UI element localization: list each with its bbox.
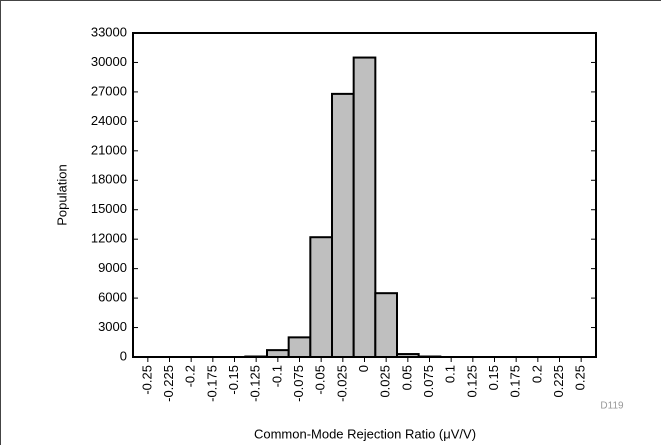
bar bbox=[266, 349, 290, 358]
x-tick-label: -0.05 bbox=[313, 365, 328, 395]
x-tick-label: 0.2 bbox=[529, 365, 544, 383]
y-tick-label: 9000 bbox=[98, 260, 127, 275]
y-tick-label: 33000 bbox=[91, 24, 127, 39]
y-tick-label: 18000 bbox=[91, 172, 127, 187]
x-tick-label: -0.075 bbox=[291, 365, 306, 402]
x-tick-label: 0.05 bbox=[399, 365, 414, 390]
x-tick-label: 0.125 bbox=[464, 365, 479, 398]
x-axis-label: Common-Mode Rejection Ratio (μV/V) bbox=[254, 426, 476, 441]
y-tick-label: 21000 bbox=[91, 142, 127, 157]
x-tick-label: 0.225 bbox=[551, 365, 566, 398]
x-tick-label: -0.1 bbox=[269, 365, 284, 387]
y-tick-label: 12000 bbox=[91, 231, 127, 246]
x-tick-label: -0.025 bbox=[334, 365, 349, 402]
plot-frame bbox=[132, 32, 597, 358]
x-tick-label: -0.25 bbox=[139, 365, 154, 395]
x-tick-label: 0 bbox=[356, 365, 371, 372]
x-tick-label: 0.1 bbox=[443, 365, 458, 383]
y-tick-label: 30000 bbox=[91, 54, 127, 69]
y-tick-label: 15000 bbox=[91, 201, 127, 216]
bar bbox=[374, 292, 399, 359]
y-axis-label: Population bbox=[54, 164, 69, 225]
x-tick-label: 0.175 bbox=[508, 365, 523, 398]
x-tick-label: -0.125 bbox=[248, 365, 263, 402]
x-tick-label: 0.075 bbox=[421, 365, 436, 398]
bar bbox=[331, 92, 355, 358]
figure-id: D119 bbox=[600, 401, 624, 412]
y-tick-label: 27000 bbox=[91, 83, 127, 98]
x-tick-label: 0.15 bbox=[486, 365, 501, 390]
y-tick-label: 6000 bbox=[98, 290, 127, 305]
x-tick-label: 0.025 bbox=[378, 365, 393, 398]
y-tick-label: 24000 bbox=[91, 113, 127, 128]
bar bbox=[287, 336, 312, 359]
x-tick-label: 0.25 bbox=[573, 365, 588, 390]
bar bbox=[309, 236, 334, 358]
x-tick-label: -0.225 bbox=[161, 365, 176, 402]
x-tick-label: -0.15 bbox=[226, 365, 241, 395]
x-tick-label: -0.175 bbox=[204, 365, 219, 402]
x-tick-label: -0.2 bbox=[183, 365, 198, 387]
y-tick-label: 0 bbox=[120, 348, 127, 363]
y-tick-label: 3000 bbox=[98, 319, 127, 334]
bar bbox=[352, 56, 377, 359]
